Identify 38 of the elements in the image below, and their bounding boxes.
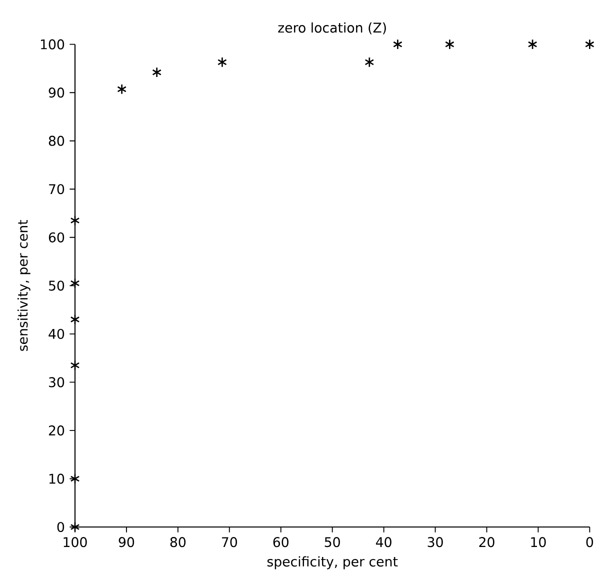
point [364,56,374,68]
point [528,38,538,50]
x-tick-label: 10 [531,537,546,548]
point [70,278,80,289]
y-tick-label: 80 [48,136,64,146]
chart-title: zero location (Z) [278,22,386,34]
point [217,56,227,68]
x-tick-label: 90 [118,537,134,548]
point [444,38,454,50]
x-tick-label: 40 [376,537,392,548]
x-tick-label: 60 [273,537,288,548]
y-tick-label: 0 [57,522,64,532]
x-tick-label: 30 [428,537,443,548]
x-tick-label: 0 [586,537,594,548]
point [117,84,127,95]
y-tick-label: 60 [48,232,64,242]
y-tick-label: 50 [49,280,64,291]
point [392,38,402,50]
y-tick-label: 40 [48,328,64,339]
x-tick-label: 70 [222,537,238,548]
y-tick-label: 20 [48,425,64,436]
y-tick-label: 70 [49,184,64,194]
point [70,215,80,226]
x-tick-label: 80 [170,537,186,548]
point [70,473,80,484]
point [584,38,594,50]
y-tick-label: 90 [48,88,64,98]
x-tick-label: 50 [324,537,340,548]
point [70,360,80,371]
x-tick-label: 20 [479,537,494,548]
point [152,66,162,78]
y-tick-label: 10 [49,474,64,484]
x-tick-label: 100 [64,537,87,548]
point [70,314,80,325]
y-tick-label: 30 [49,377,64,388]
y-axis-title: sensitivity, per cent [17,220,30,351]
y-tick-label: 100 [40,39,64,50]
x-axis-title: specificity, per cent [267,556,398,570]
